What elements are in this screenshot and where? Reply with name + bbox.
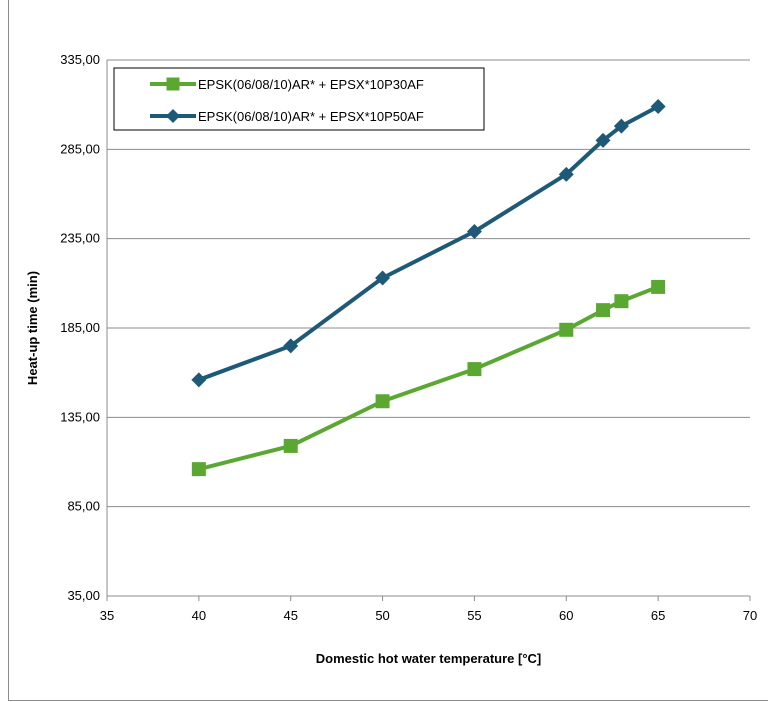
legend-label: EPSK(06/08/10)AR* + EPSX*10P50AF [198,109,424,124]
series-1 [191,279,666,477]
data-point-diamond [595,132,611,148]
x-tick-label: 40 [192,608,206,623]
legend-marker [166,109,180,123]
x-tick-label: 45 [283,608,297,623]
x-tick-label: 35 [100,608,114,623]
gridlines [107,59,750,597]
legend-label: EPSK(06/08/10)AR* + EPSX*10P30AF [198,77,424,92]
x-axis-title: Domestic hot water temperature [°C] [316,651,542,666]
series-line [198,104,660,382]
series-2 [191,98,666,388]
data-point-square [375,394,390,409]
series-line [198,285,659,472]
y-tick-label: 285,00 [60,141,100,156]
data-point-diamond [375,270,391,286]
legend: EPSK(06/08/10)AR* + EPSX*10P30AF EPSK(06/… [113,67,485,131]
y-tick-label: 185,00 [60,320,100,335]
data-point-diamond [191,372,207,388]
x-tick-label: 60 [559,608,573,623]
data-point-square [283,438,298,453]
chart-frame [8,0,768,701]
data-point-diamond [466,224,482,240]
x-tick-label: 65 [651,608,665,623]
data-point-square [596,303,611,318]
y-tick-label: 135,00 [60,409,100,424]
legend-item: EPSK(06/08/10)AR* + EPSX*10P50AF [150,109,424,124]
x-tick-label: 70 [743,608,757,623]
y-tick-label: 35,00 [67,588,100,603]
legend-marker [166,77,180,91]
data-point-square [467,362,482,377]
data-point-diamond [558,166,574,182]
data-point-square [191,462,206,477]
x-tick-label: 55 [467,608,481,623]
data-point-diamond [613,118,629,134]
data-point-square [559,322,574,337]
data-point-square [651,279,666,294]
data-point-diamond [283,338,299,354]
data-point-diamond [650,98,666,114]
y-tick-label: 235,00 [60,231,100,246]
legend-item: EPSK(06/08/10)AR* + EPSX*10P30AF [150,77,424,92]
x-tick-label: 50 [375,608,389,623]
y-tick-label: 85,00 [67,499,100,514]
data-point-square [614,294,629,309]
x-tick-labels: 35 40 45 50 55 60 65 70 [100,608,757,623]
y-axis-title: Heat-up time (min) [25,271,40,385]
y-tick-label: 335,00 [60,52,100,67]
y-tick-labels: 35,00 85,00 135,00 185,00 235,00 285,00 335,00 [60,52,100,603]
axes [106,60,751,601]
series-group [191,98,666,477]
